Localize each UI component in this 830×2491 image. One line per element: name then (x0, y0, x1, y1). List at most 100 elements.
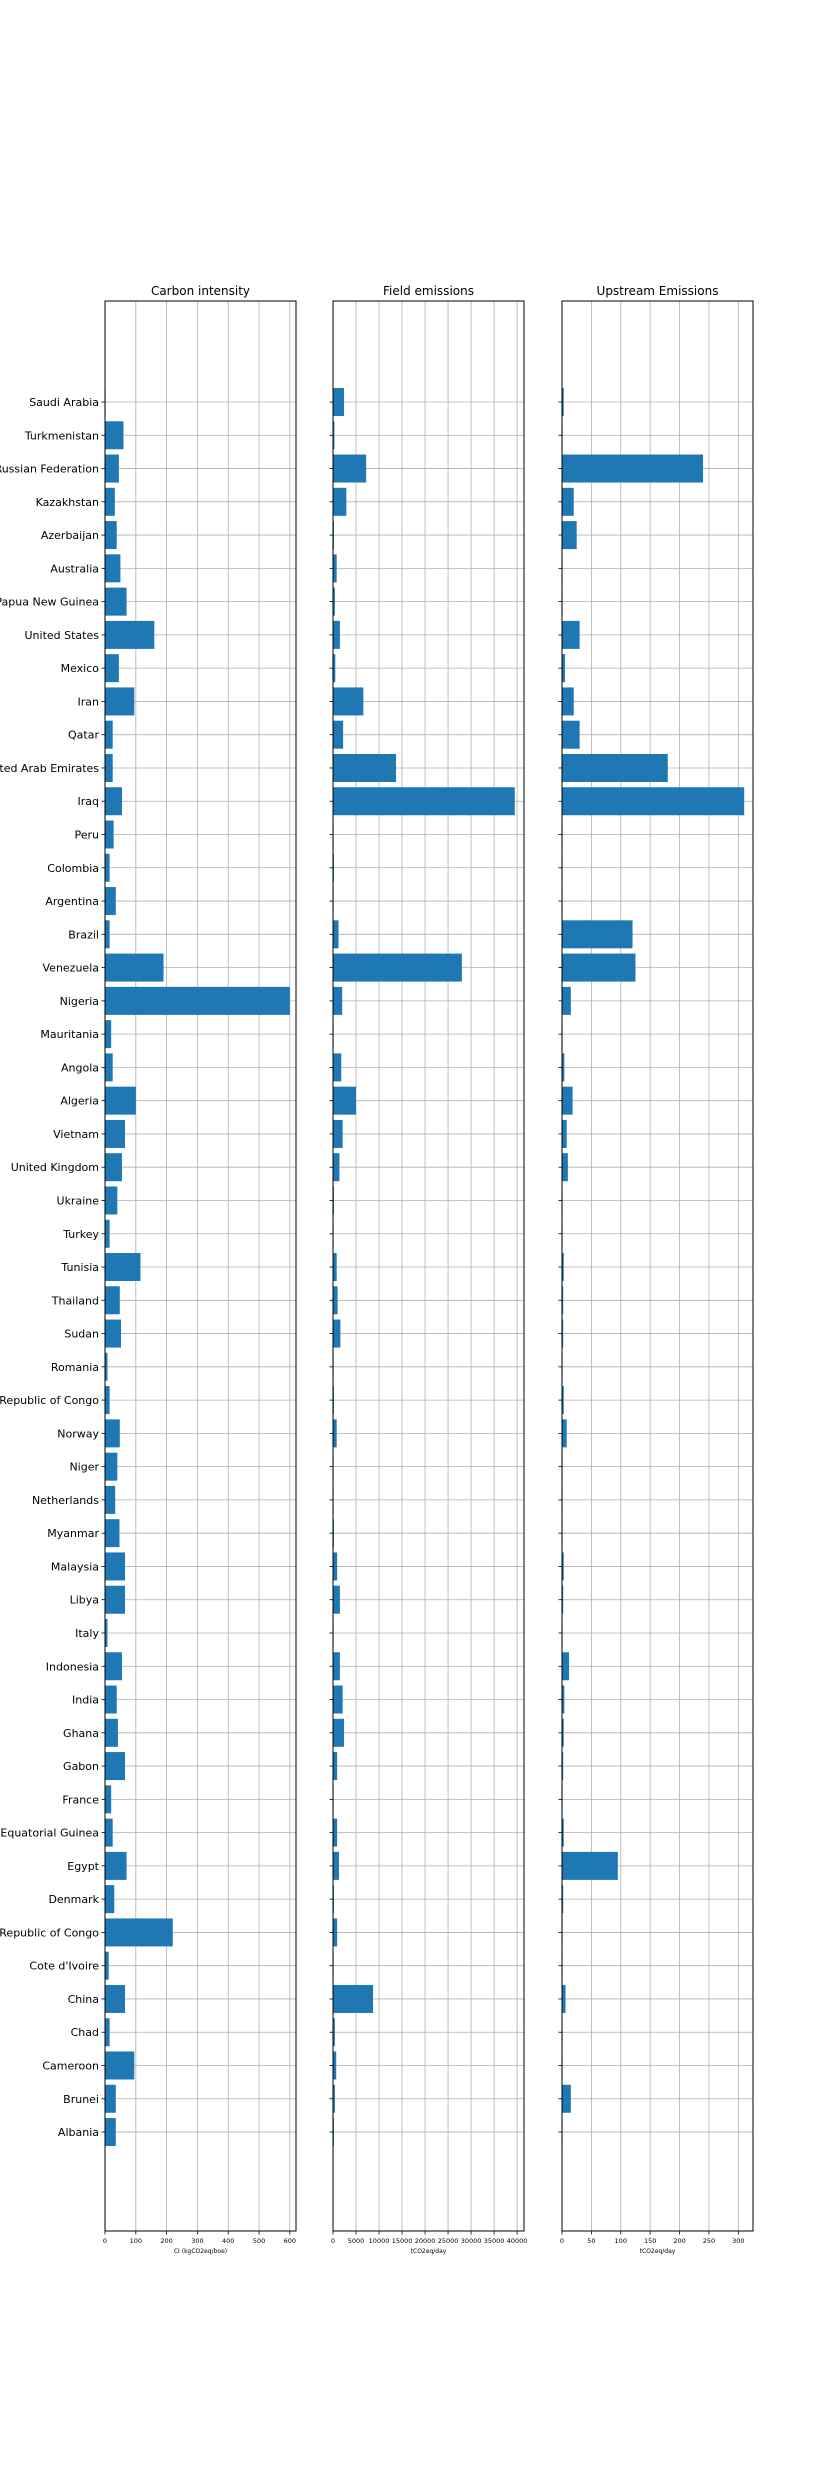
bar-sudan (333, 1319, 341, 1348)
bar-ghana (333, 1718, 345, 1747)
category-label: Papua New Guinea (0, 596, 99, 609)
chart-panel-carbon-intensity: Saudi Arabia Turkmenistan Russian Federati… (0, 284, 297, 2255)
gridlines (332, 301, 524, 2231)
bar-cameroon (105, 2051, 135, 2080)
x-tick-label: 30000 (461, 2237, 482, 2245)
category-label: Turkey (62, 1228, 99, 1241)
bar-ghana (105, 1718, 118, 1747)
bar-denmark (105, 1885, 115, 1914)
category-label: Malaysia (51, 1560, 99, 1573)
bar-russian-federation (105, 454, 119, 483)
category-label: Mauritania (40, 1028, 99, 1041)
bar-saudi-arabia (562, 388, 564, 416)
bar-indonesia (333, 1652, 340, 1681)
chart-title: Upstream Emissions (597, 284, 719, 298)
bar-angola (562, 1053, 565, 1082)
bar-indonesia (105, 1652, 122, 1681)
bar-brunei (333, 2084, 335, 2113)
category-label: United States (25, 629, 100, 642)
bar-netherlands (105, 1485, 116, 1514)
category-label: Colombia (47, 862, 99, 875)
bar-albania (105, 2118, 116, 2147)
x-tick-label: 35000 (484, 2237, 505, 2245)
bar-series (105, 388, 290, 2147)
bar-iraq (333, 787, 515, 816)
category-label: Equatorial Guinea (0, 1827, 99, 1840)
bar-thailand (105, 1286, 120, 1315)
category-label: Kazakhstan (36, 496, 99, 509)
bar-papua-new-guinea (105, 587, 127, 616)
x-tick-label: 0 (331, 2237, 335, 2245)
bar-sudan (105, 1319, 122, 1348)
bar-equatorial-guinea (105, 1818, 113, 1847)
bar-brazil (562, 920, 633, 949)
x-tick-label: 150 (644, 2237, 656, 2245)
bar-brunei (105, 2084, 116, 2113)
chart-title: Carbon intensity (151, 284, 250, 298)
bar-equatorial-guinea (333, 1818, 338, 1847)
bar-nigeria (333, 986, 343, 1015)
bar-venezuela (562, 953, 636, 982)
bar-republic-of-congo (105, 1386, 110, 1415)
bar-azerbaijan (105, 521, 117, 550)
category-label: Romania (51, 1361, 99, 1374)
category-label: Peru (74, 829, 99, 842)
category-label: Mexico (61, 662, 100, 675)
category-label: Venezuela (43, 962, 100, 975)
category-label: Russian Federation (0, 463, 99, 476)
x-tick-label: 300 (732, 2237, 744, 2245)
bar-colombia (105, 853, 110, 882)
category-label: Republic of Congo (0, 1394, 99, 1407)
bar-qatar (333, 720, 344, 749)
category-label: Brazil (68, 928, 99, 941)
bar-turkmenistan (333, 421, 335, 450)
bar-thailand (333, 1286, 338, 1315)
bar-ghana (562, 1718, 564, 1747)
x-axis-label: tCO2eq/day (411, 2248, 447, 2255)
bar-cameroon (333, 2051, 337, 2080)
bar-series (562, 388, 745, 2147)
bar-qatar (562, 720, 580, 749)
bar-united-arab-emirates (105, 753, 113, 782)
bar-algeria (105, 1086, 136, 1115)
bar-mexico (333, 654, 336, 683)
bar-australia (105, 554, 121, 583)
bar-united-kingdom (333, 1153, 340, 1182)
category-label: Angola (61, 1061, 99, 1074)
bar-equatorial-guinea (562, 1818, 564, 1847)
bar-china (562, 1984, 566, 2013)
category-label: Ukraine (57, 1194, 100, 1207)
x-tick-label: 250 (703, 2237, 715, 2245)
gridlines (561, 301, 753, 2231)
bar-brunei (562, 2084, 571, 2113)
bar-venezuela (105, 953, 164, 982)
bar-united-arab-emirates (333, 753, 397, 782)
category-label: Italy (75, 1627, 99, 1640)
bar-united-states (562, 620, 580, 649)
category-label: Denmark (48, 1893, 99, 1906)
bar-venezuela (333, 953, 462, 982)
x-axis-label: tCO2eq/day (640, 2248, 676, 2255)
x-tick-label: 500 (253, 2237, 265, 2245)
axes-frame (332, 300, 525, 2232)
bar-libya (562, 1585, 564, 1614)
gridlines (104, 301, 296, 2231)
x-tick-label: 300 (191, 2237, 203, 2245)
bar-peru (105, 820, 114, 849)
bar-united-kingdom (562, 1153, 568, 1182)
bar-gabon (562, 1752, 564, 1781)
category-label: Tunisia (60, 1261, 99, 1274)
bar-united-states (105, 620, 155, 649)
axes-frame (104, 300, 297, 2232)
bar-mexico (562, 654, 565, 683)
bar-ukraine (105, 1186, 118, 1215)
category-label: Azerbaijan (41, 529, 99, 542)
bar-algeria (562, 1086, 573, 1115)
x-tick-label: 40000 (507, 2237, 528, 2245)
bar-united-kingdom (105, 1153, 122, 1182)
bar-algeria (333, 1086, 357, 1115)
bar-brazil (333, 920, 339, 949)
category-label: Iran (78, 695, 100, 708)
bar-niger (105, 1452, 118, 1481)
